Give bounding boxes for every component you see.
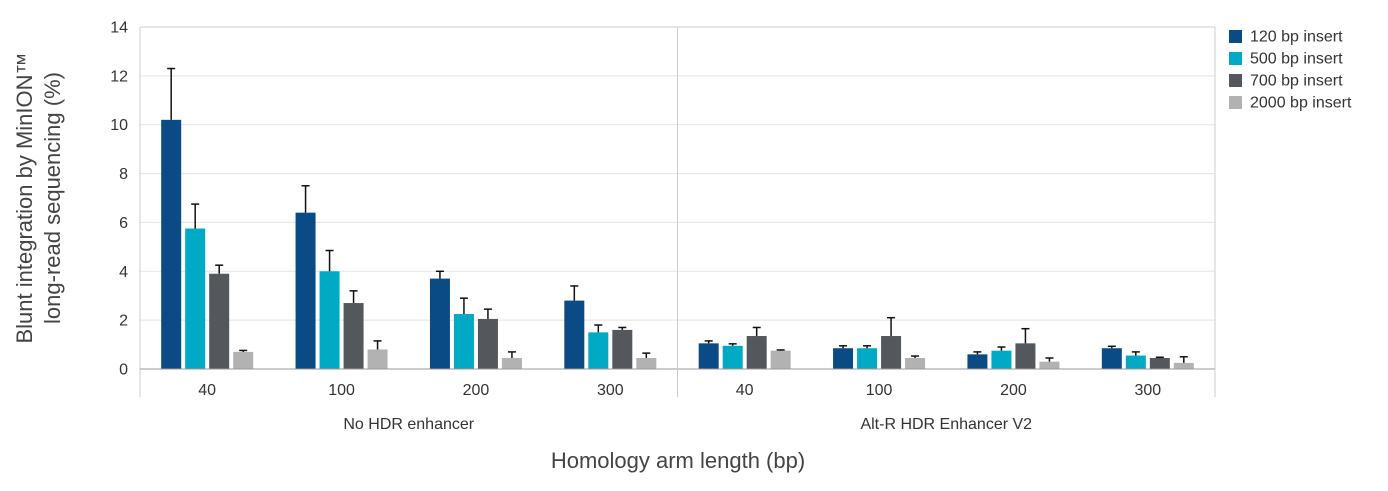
bar <box>833 348 854 369</box>
bar <box>1039 361 1060 369</box>
bar <box>295 212 316 369</box>
bar <box>991 350 1012 369</box>
x-tick-label: 200 <box>463 382 490 399</box>
bar <box>233 351 254 369</box>
y-tick-label: 10 <box>110 117 128 134</box>
bar <box>1173 362 1194 369</box>
bar <box>1101 348 1122 369</box>
legend-label: 120 bp insert <box>1250 29 1343 46</box>
bar <box>453 314 474 369</box>
bar <box>501 358 522 369</box>
bar <box>967 354 988 369</box>
bar <box>698 343 719 369</box>
legend-swatch <box>1229 96 1242 109</box>
y-tick-label: 14 <box>110 20 128 37</box>
bar <box>1015 343 1036 369</box>
bar <box>636 358 657 369</box>
legend-swatch <box>1229 52 1242 65</box>
bar <box>612 329 633 369</box>
x-tick-label: 100 <box>866 382 893 399</box>
x-tick-label: 300 <box>597 382 624 399</box>
x-tick-label: 100 <box>328 382 355 399</box>
legend-swatch <box>1229 30 1242 43</box>
bar <box>367 349 388 369</box>
bar <box>746 336 767 369</box>
y-tick-label: 4 <box>119 264 128 281</box>
legend-label: 2000 bp insert <box>1250 95 1352 112</box>
bar <box>319 271 340 369</box>
bar <box>588 332 609 369</box>
y-tick-label: 2 <box>119 313 128 330</box>
legend-swatch <box>1229 74 1242 87</box>
bar <box>209 273 230 369</box>
axes <box>139 26 1216 397</box>
bar <box>429 278 450 369</box>
bar <box>343 303 364 369</box>
bar <box>881 336 902 369</box>
legend-label: 500 bp insert <box>1250 51 1343 68</box>
bar <box>564 300 585 369</box>
bar <box>477 318 498 369</box>
bar <box>905 358 926 369</box>
y-tick-label: 0 <box>119 362 128 379</box>
y-tick-label: 12 <box>110 68 128 85</box>
group-label: Alt-R HDR Enhancer V2 <box>860 416 1032 433</box>
bar <box>1149 358 1170 369</box>
bar <box>1125 355 1146 369</box>
bar <box>770 350 791 369</box>
group-label: No HDR enhancer <box>343 416 474 433</box>
legend-label: 700 bp insert <box>1250 73 1343 90</box>
y-axis-title-line2: long-read sequencing (%) <box>40 72 65 324</box>
x-tick-label: 300 <box>1134 382 1161 399</box>
bar <box>185 228 206 369</box>
bar <box>161 119 182 369</box>
x-axis-title: Homology arm length (bp) <box>551 448 805 473</box>
x-tick-label: 40 <box>198 382 216 399</box>
y-tick-label: 8 <box>119 166 128 183</box>
x-tick-label: 40 <box>736 382 754 399</box>
y-axis-title-line1: Blunt integration by MinION™ <box>12 52 37 343</box>
legend: 120 bp insert 500 bp insert 700 bp insert 2… <box>1229 29 1352 112</box>
bars <box>161 67 1194 369</box>
x-tick-label: 200 <box>1000 382 1027 399</box>
tick-labels: 0 2 4 6 8 10 12 14 40 100 200 300 No HDR enhancer 40 1… <box>110 20 1161 434</box>
bar <box>722 345 743 369</box>
bar <box>857 348 878 369</box>
y-tick-label: 6 <box>119 215 128 232</box>
